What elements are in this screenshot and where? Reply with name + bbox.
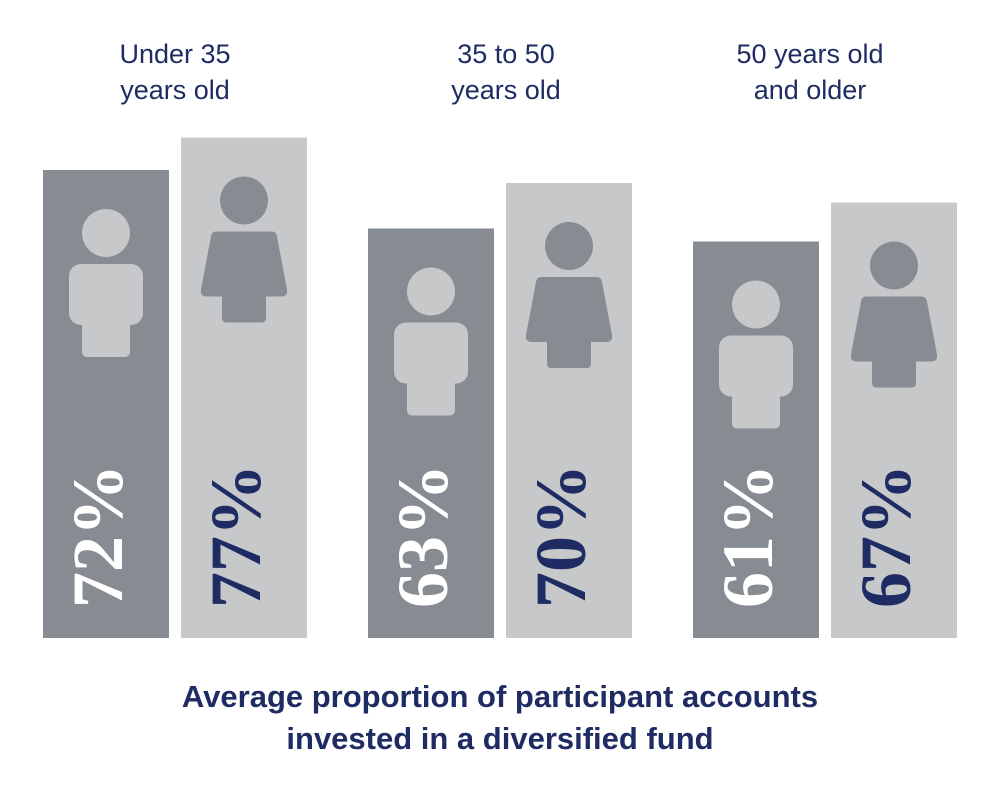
chart-caption: Average proportion of participant accoun…: [181, 679, 819, 756]
male-person-icon: [69, 209, 143, 357]
group-label-50-and-older: 50 years old and older: [736, 39, 884, 105]
group-label-35-to-50: 35 to 50 years old: [451, 39, 561, 105]
group-label-under-35: Under 35 years old: [119, 39, 231, 105]
female-person-icon: [525, 222, 613, 368]
bar-value-label-female-1: 77%: [196, 464, 276, 608]
bar-value-label-female-2: 70%: [521, 464, 601, 608]
female-person-icon: [200, 176, 288, 323]
female-person-icon: [850, 241, 938, 388]
male-person-icon: [719, 280, 793, 429]
bar-value-label-male-3: 61%: [708, 464, 788, 608]
bar-value-label-female-3: 67%: [846, 464, 926, 608]
bar-value-label-male-1: 72%: [58, 464, 138, 608]
bar-value-label-male-2: 63%: [383, 464, 463, 608]
male-person-icon: [394, 267, 468, 416]
